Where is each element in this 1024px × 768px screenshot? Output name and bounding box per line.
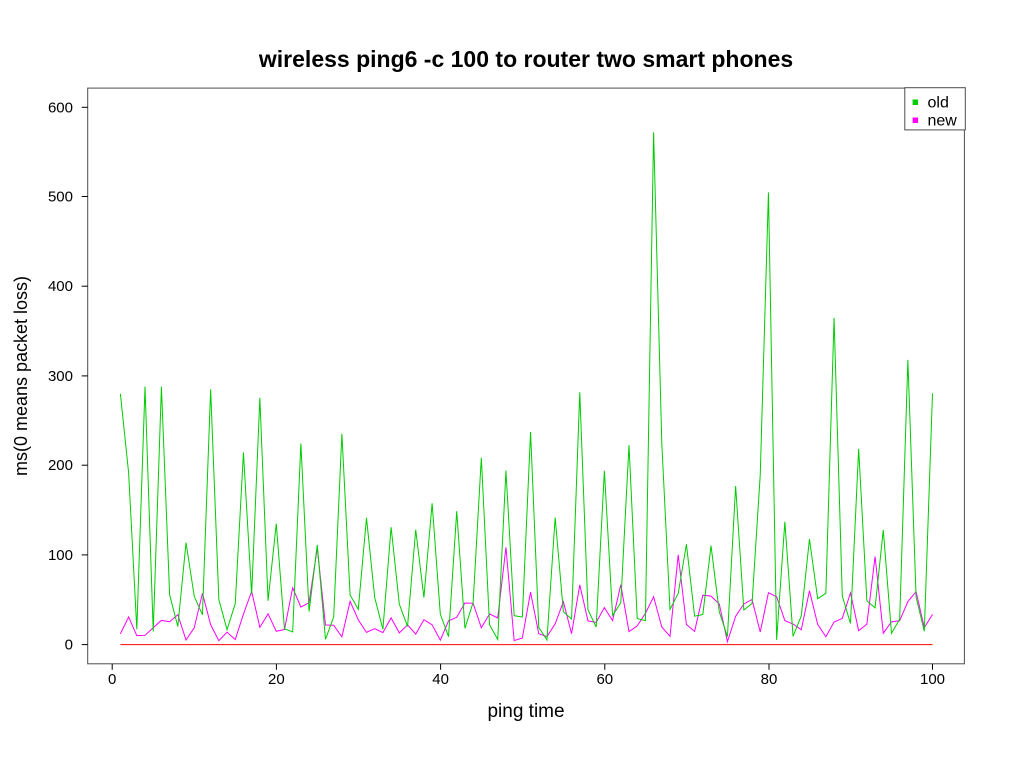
svg-text:500: 500 xyxy=(48,189,73,206)
svg-text:old: old xyxy=(928,95,949,112)
svg-text:20: 20 xyxy=(268,671,285,688)
svg-text:ms(0 means packet loss): ms(0 means packet loss) xyxy=(11,276,31,476)
svg-text:40: 40 xyxy=(432,671,449,688)
svg-text:100: 100 xyxy=(48,547,73,564)
svg-text:60: 60 xyxy=(596,671,613,688)
svg-text:new: new xyxy=(928,113,958,130)
svg-text:80: 80 xyxy=(761,671,778,688)
svg-text:100: 100 xyxy=(920,671,945,688)
svg-text:200: 200 xyxy=(48,457,73,474)
svg-text:300: 300 xyxy=(48,368,73,385)
svg-text:0: 0 xyxy=(108,671,116,688)
svg-text:0: 0 xyxy=(65,637,73,654)
svg-text:600: 600 xyxy=(48,99,73,116)
svg-text:400: 400 xyxy=(48,278,73,295)
